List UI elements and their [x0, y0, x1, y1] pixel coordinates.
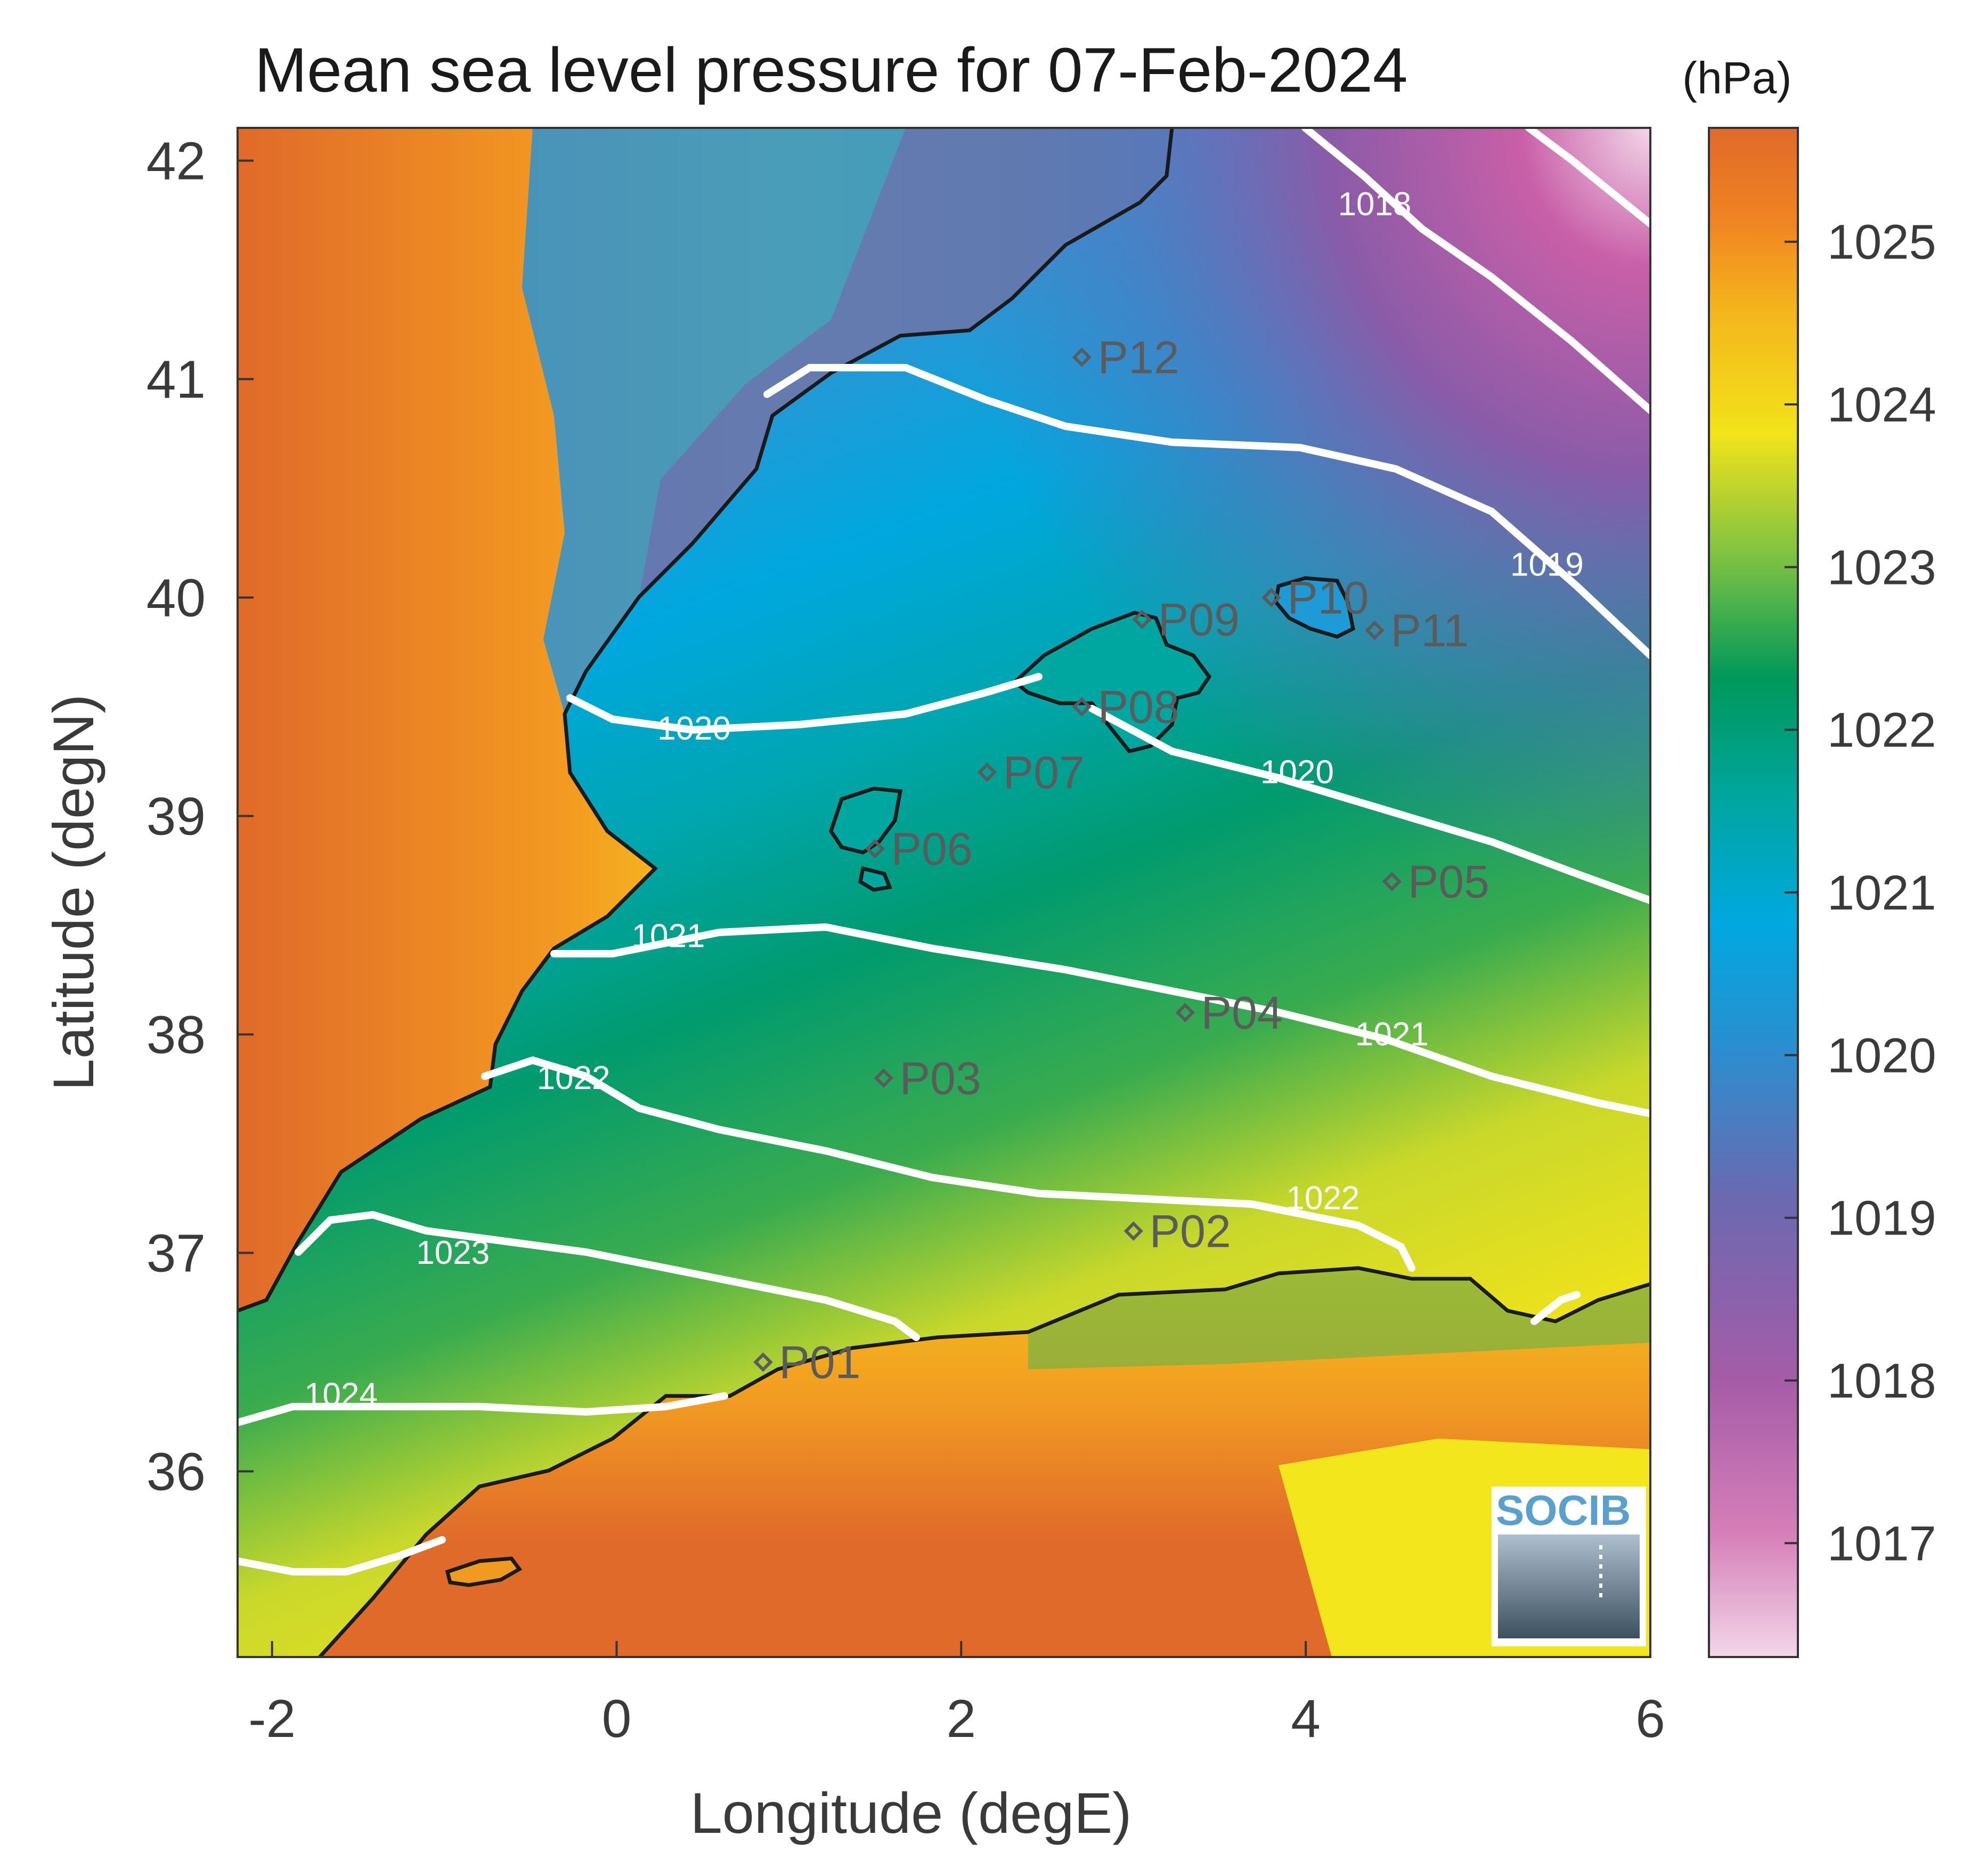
isobar-lines [238, 128, 1650, 1575]
isobar-label: 1020 [657, 710, 731, 747]
socib-logo-text: SOCIB [1496, 1487, 1631, 1534]
colorbar-tick-layer: 1017 1018 1019 1020 1021 1022 1023 1024 1025 [1785, 215, 1936, 1571]
isobar-label: 1021 [1355, 1016, 1429, 1053]
isobar-1019 [763, 364, 1650, 659]
iberia-coastline [238, 128, 1174, 1313]
station-label: P04 [1201, 988, 1283, 1039]
y-tick-label: 36 [146, 1442, 206, 1502]
isobar-1023 [295, 1211, 920, 1341]
colorbar-gradient [1708, 127, 1799, 1658]
map-frame [237, 127, 1651, 1658]
menorca-island [1274, 576, 1355, 639]
formentera-island [858, 866, 892, 892]
mallorca-island [1012, 611, 1212, 753]
africa-coastline [318, 1266, 1650, 1657]
x-tick-label: 4 [1291, 1689, 1321, 1749]
station-layer: P01 P02 P03 P04 P05 P06 P07 P08 P09 P10 P11 P12 [753, 332, 1489, 1388]
colorbar-tick-label: 1022 [1827, 703, 1936, 758]
station-marker [1072, 347, 1092, 367]
station-marker [753, 1352, 773, 1372]
station-label: P03 [900, 1053, 981, 1105]
colorbar-tick-label: 1023 [1827, 540, 1936, 595]
isobar-label: 1018 [1338, 186, 1412, 223]
axis-layer: -2 0 2 4 6 36 37 38 39 40 41 42 [146, 132, 1665, 1749]
colorbar: 1017 1018 1019 1020 1021 1022 1023 1024 1025 [1708, 127, 1936, 1658]
station-marker [1175, 1003, 1195, 1022]
y-axis-label: Latitude (degN) [41, 694, 105, 1091]
isobar-label: 1022 [1286, 1180, 1360, 1217]
isobar-1020 [566, 673, 1650, 904]
colorbar-tick-label: 1020 [1827, 1028, 1936, 1083]
y-tick-label: 40 [146, 569, 206, 628]
iberia-land [238, 128, 1172, 1311]
catalonia-rim [639, 128, 1172, 597]
y-tick-label: 42 [146, 132, 206, 191]
station-label: P08 [1098, 682, 1179, 733]
station-marker [1382, 872, 1402, 891]
colorbar-tick-label: 1019 [1827, 1191, 1936, 1246]
socib-logo-wave [1498, 1534, 1640, 1638]
station-marker [1123, 1221, 1144, 1241]
x-tick-label: 2 [947, 1689, 976, 1749]
isobar-1024 [238, 1392, 728, 1426]
isobar-1025 [238, 1536, 446, 1575]
colorbar-tick-label: 1025 [1827, 215, 1936, 270]
colorbar-unit-label: (hPa) [1682, 53, 1791, 103]
isobar-1018 [1301, 128, 1650, 414]
x-tick-label: 6 [1635, 1689, 1665, 1749]
station-marker [1132, 610, 1152, 629]
station-label: P02 [1150, 1206, 1231, 1257]
isobar-1022 [481, 1056, 1581, 1325]
station-marker [1072, 697, 1092, 717]
station-label: P06 [891, 824, 973, 875]
africa-coast-green [1028, 1268, 1650, 1369]
colorbar-tick-label: 1024 [1827, 378, 1936, 432]
station-label: P11 [1391, 605, 1469, 656]
station-label: P07 [1003, 748, 1085, 799]
isobar-label: 1024 [304, 1377, 378, 1414]
station-label: P12 [1098, 332, 1179, 384]
station-label: P09 [1158, 595, 1240, 646]
y-tick-label: 39 [146, 787, 206, 847]
station-label: P10 [1287, 573, 1369, 624]
isobar-1021 [550, 923, 1650, 1117]
colorbar-tick-label: 1018 [1827, 1354, 1936, 1408]
isobar-label: 1019 [1510, 547, 1584, 583]
station-marker [1261, 588, 1281, 607]
isobar-label: 1023 [416, 1235, 490, 1271]
station-label: P01 [779, 1337, 860, 1388]
y-tick-label: 37 [146, 1224, 206, 1284]
station-marker [1365, 620, 1385, 640]
alboran-island [445, 1556, 523, 1587]
isobar-label: 1021 [632, 918, 705, 955]
station-label: P05 [1408, 857, 1489, 908]
station-marker [977, 762, 997, 782]
station-marker [865, 839, 885, 859]
x-axis-label: Longitude (degE) [690, 1781, 1132, 1845]
station-marker [874, 1068, 894, 1088]
y-tick-label: 38 [146, 1005, 206, 1065]
ibiza-island [829, 786, 903, 855]
contour-label-layer: 1018 1019 1020 1020 1021 1021 1022 1022 1023 1024 [304, 186, 1584, 1414]
x-tick-label: -2 [248, 1689, 296, 1749]
colorbar-tick-label: 1021 [1827, 866, 1936, 920]
isobar-label: 1020 [1260, 754, 1334, 791]
chart-title: Mean sea level pressure for 07-Feb-2024 [255, 35, 1408, 105]
isobar-1017 [1525, 128, 1650, 228]
colorbar-tick-label: 1017 [1827, 1516, 1936, 1571]
y-tick-label: 41 [146, 350, 206, 410]
isobar-label: 1022 [537, 1060, 610, 1097]
socib-logo: SOCIB [1492, 1487, 1646, 1646]
x-tick-label: 0 [602, 1689, 632, 1749]
